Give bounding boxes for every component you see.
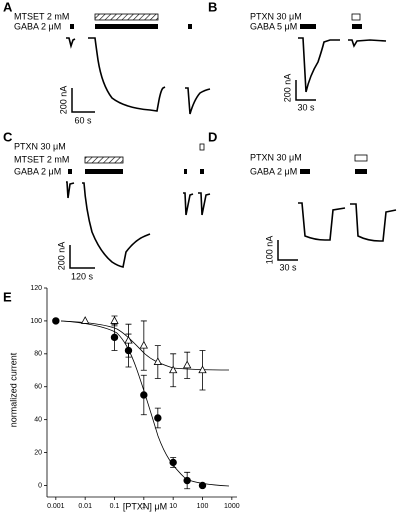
scale-label: 30 s: [297, 102, 315, 112]
marker: [80, 316, 90, 324]
panel-d: D PTXN 30 μM GABA 2 μM 100 nA 30 s: [208, 129, 397, 272]
y-tick-label: 120: [30, 285, 42, 292]
trace: [66, 181, 75, 199]
marker: [52, 317, 60, 325]
panel-a: A MTSET 2 mM GABA 2 μM 200 nA 60 s: [3, 0, 211, 125]
scale-label: 200 nA: [282, 74, 292, 103]
scale-bar: [71, 88, 95, 113]
panel-b: B PTXN 30 μM GABA 5 μM 200 nA 30 s: [208, 0, 387, 112]
trace: [82, 182, 151, 268]
marker: [198, 481, 207, 490]
scale-label: 120 s: [71, 271, 94, 281]
row-label: GABA 2 μM: [14, 21, 61, 31]
bar-open: [354, 154, 368, 162]
bar-hatched: [84, 156, 124, 164]
panel-label: E: [3, 289, 12, 304]
marker: [110, 333, 119, 342]
scale-bar: [277, 240, 298, 261]
y-tick-label: 100: [30, 318, 42, 325]
x-axis-label: [PTXN] μM: [123, 501, 167, 511]
trace: [298, 202, 346, 241]
x-tick-label: 1000: [224, 503, 240, 510]
panel-label: C: [3, 129, 13, 144]
row-label: PTXN 30 μM: [14, 141, 66, 151]
marker: [183, 476, 191, 485]
fit-curve: [60, 320, 230, 371]
x-tick-label: 100: [197, 503, 209, 510]
trace: [183, 192, 211, 216]
bars: [300, 169, 367, 174]
marker: [110, 316, 119, 324]
marker: [154, 414, 162, 422]
trace: [298, 37, 340, 93]
row-label: PTXN 30 μM: [250, 11, 302, 21]
y-tick-label: 60: [34, 384, 42, 391]
scale-label: 200 nA: [58, 86, 68, 115]
scale-bar: [295, 80, 316, 101]
x-tick-label: 0.1: [110, 503, 120, 510]
marker: [124, 335, 133, 344]
marker: [139, 340, 149, 349]
scale-label: 30 s: [279, 262, 297, 272]
panel-label: A: [3, 0, 13, 14]
y-tick-label: 40: [34, 416, 42, 423]
x-tick-label: 0.01: [78, 503, 92, 510]
row-label: GABA 2 μM: [14, 166, 61, 176]
scale-label: 60 s: [74, 115, 92, 125]
row-label: PTXN 30 μM: [250, 152, 302, 162]
marker: [168, 365, 178, 374]
bars: [70, 24, 192, 29]
row-label: GABA 5 μM: [250, 21, 297, 31]
x-tick-label: 0.001: [47, 503, 65, 510]
trace: [88, 37, 166, 112]
bars: [68, 169, 204, 174]
bar-open: [351, 13, 361, 21]
scale-bar: [69, 245, 95, 269]
x-tick-label: 10: [169, 503, 177, 510]
bar-open: [199, 143, 205, 151]
trace: [66, 37, 76, 49]
trace: [185, 87, 211, 115]
row-label: GABA 2 μM: [250, 166, 297, 176]
panel-c: C PTXN 30 μM MTSET 2 mM GABA 2 μM 200 nA…: [3, 129, 211, 281]
panel-e: E [PTXN] μM normalized current 0 20 40 60 80…: [3, 285, 240, 512]
y-tick-label: 20: [34, 449, 42, 456]
x-tick-label: 1: [142, 503, 146, 510]
trace: [348, 39, 387, 48]
marker: [182, 360, 192, 369]
bars: [300, 24, 362, 29]
panel-label: B: [208, 0, 217, 14]
bar-hatched: [94, 13, 159, 21]
row-label: MTSET 2 mM: [14, 11, 69, 21]
marker: [198, 365, 207, 374]
y-axis-label: normalized current: [8, 352, 18, 427]
row-label: MTSET 2 mM: [14, 154, 69, 164]
panel-label: D: [208, 129, 217, 144]
y-tick-label: 0: [38, 482, 42, 489]
scale-label: 100 nA: [264, 236, 274, 265]
scale-label: 200 nA: [56, 242, 66, 271]
y-tick-label: 80: [34, 351, 42, 358]
marker: [169, 458, 177, 467]
trace: [350, 203, 397, 242]
marker: [140, 391, 148, 399]
marker: [153, 357, 162, 365]
